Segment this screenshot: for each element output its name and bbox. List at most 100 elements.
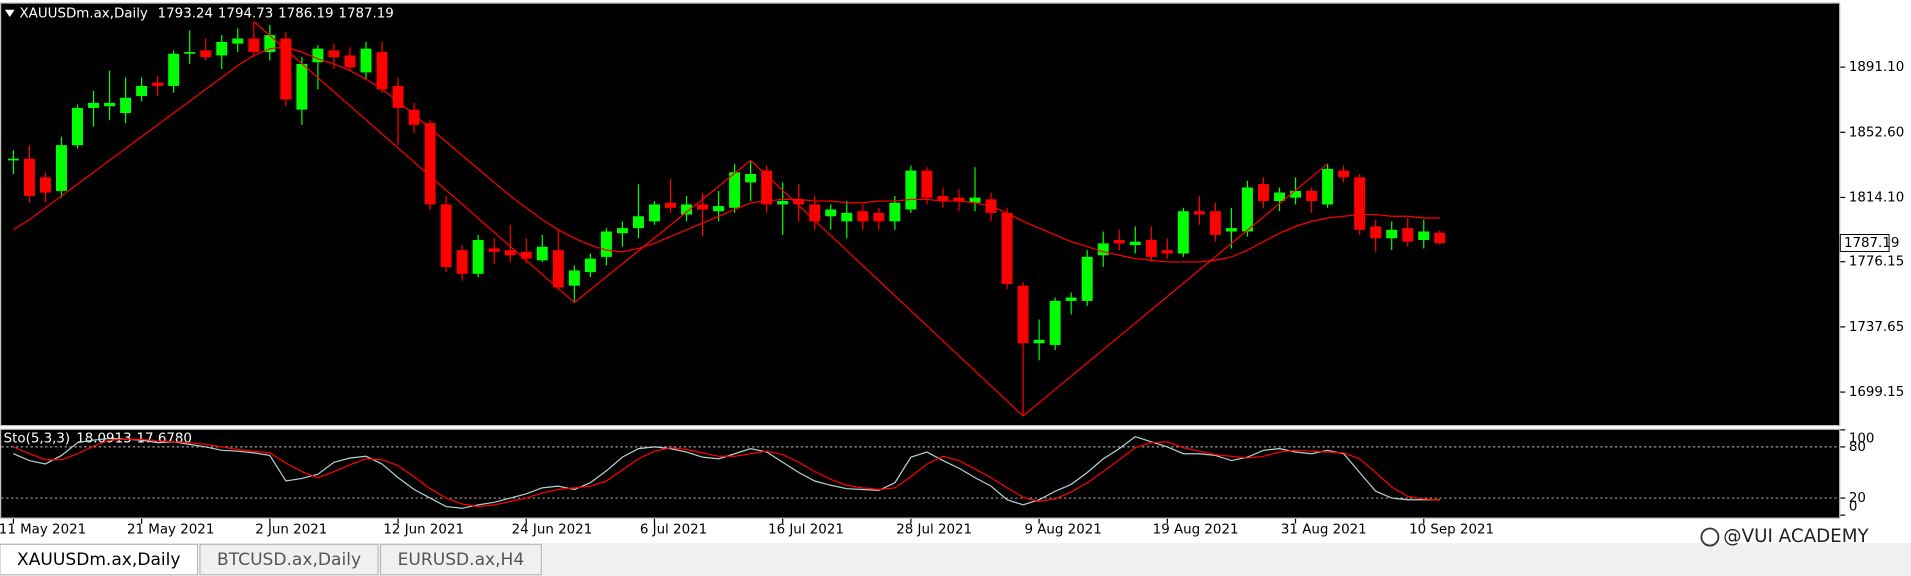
price-box-label: 1787.19: [1844, 236, 1899, 251]
x-tick-label: 24 Jun 2021: [512, 523, 593, 538]
tab[interactable]: [380, 543, 542, 576]
candle-body: [136, 85, 148, 97]
y-tick-label: 100: [1849, 431, 1875, 446]
ohlc-readout: 1793.24: [158, 6, 213, 21]
candle-body: [889, 202, 901, 222]
candle-body: [23, 158, 35, 196]
candle-body: [1402, 228, 1414, 242]
candle-body: [793, 199, 805, 205]
candle-body: [1161, 250, 1173, 254]
tab[interactable]: [199, 543, 379, 576]
candle-body: [536, 246, 548, 261]
candle-body: [1354, 177, 1366, 230]
candle-body: [1274, 192, 1285, 202]
candle-body: [1129, 241, 1141, 246]
candle-body: [568, 270, 580, 286]
moving-average: [13, 46, 1440, 263]
candle-body: [969, 197, 981, 203]
candle-body: [1113, 239, 1125, 244]
candle-body: [1177, 211, 1189, 254]
candle-body: [809, 204, 821, 222]
y-tick-label: 1737.65: [1849, 320, 1904, 335]
candle-body: [520, 251, 532, 259]
y-tick-label: 1852.60: [1849, 125, 1904, 140]
candle-body: [825, 209, 837, 217]
candle-body: [456, 250, 468, 274]
candle-body: [152, 82, 164, 86]
x-tick-label: 11 May 2021: [0, 523, 86, 538]
collapse-icon[interactable]: [4, 9, 15, 18]
candle-body: [729, 172, 741, 208]
candle-body: [232, 38, 244, 44]
x-tick-label: 10 Sep 2021: [1409, 523, 1494, 538]
candle-body: [360, 48, 372, 73]
candle-body: [632, 216, 644, 229]
tab[interactable]: [0, 543, 199, 576]
x-tick-label: 19 Aug 2021: [1153, 523, 1239, 538]
candle-body: [56, 145, 67, 191]
candle-body: [1322, 168, 1334, 205]
y-tick-label: 1699.15: [1849, 385, 1904, 400]
candle-body: [504, 250, 516, 256]
tab-label[interactable]: EURUSD.ax,H4: [398, 550, 525, 570]
candle-body: [216, 41, 228, 56]
x-tick-label: 16 Jul 2021: [768, 523, 844, 538]
x-tick-label: 21 May 2021: [127, 523, 214, 538]
candle-body: [88, 102, 100, 108]
x-tick-label: 28 Jul 2021: [896, 523, 972, 538]
candle-body: [104, 102, 116, 107]
candle-body: [1209, 211, 1221, 235]
x-tick-label: 12 Jun 2021: [383, 523, 464, 538]
candle-body: [280, 38, 292, 100]
candle-body: [376, 52, 388, 90]
candle-body: [1434, 232, 1446, 244]
indicator-panel: [0, 428, 1841, 519]
y-tick-label: 1776.15: [1849, 255, 1904, 270]
candle-body: [184, 52, 196, 54]
candle-body: [1193, 211, 1205, 215]
x-tick-label: 2 Jun 2021: [255, 523, 327, 538]
candle-body: [648, 204, 660, 222]
candle-body: [665, 202, 676, 208]
ohlc-readout: 1787.19: [338, 6, 393, 21]
indicator-readout: 17.6780: [137, 431, 192, 446]
candle-body: [440, 204, 452, 268]
y-tick-label: 0: [1849, 500, 1858, 515]
candle-body: [296, 63, 308, 110]
candle-body: [841, 212, 853, 222]
candle-body: [1033, 339, 1045, 344]
candle-body: [1370, 226, 1382, 239]
candle-body: [681, 204, 693, 215]
candle-body: [488, 248, 500, 252]
zigzag: [253, 21, 1328, 417]
candle-body: [408, 109, 420, 125]
candle-body: [1081, 256, 1093, 301]
candle-body: [472, 239, 484, 274]
candle-body: [713, 206, 725, 212]
candle-body: [905, 170, 917, 210]
candle-body: [584, 258, 596, 273]
candle-body: [921, 170, 933, 198]
candle-body: [1338, 170, 1350, 178]
candle-body: [873, 212, 885, 222]
candle-body: [200, 50, 212, 58]
candle-body: [39, 177, 51, 193]
y-tick-label: 1891.10: [1849, 60, 1904, 75]
watermark-icon: [1700, 527, 1720, 547]
x-tick-label: 31 Aug 2021: [1281, 523, 1367, 538]
ohlc-readout: 1794.73: [218, 6, 273, 21]
candle-body: [616, 228, 628, 234]
tab-label[interactable]: BTCUSD.ax,Daily: [217, 550, 361, 570]
stochastic-line: [13, 438, 1440, 508]
candle-body: [1145, 239, 1157, 257]
ohlc-readout: 1786.19: [278, 6, 333, 21]
candle-body: [1418, 231, 1430, 240]
tab-label[interactable]: XAUUSDm.ax,Daily: [17, 550, 180, 570]
candle-body: [1001, 212, 1013, 284]
price-box: [1839, 234, 1890, 253]
candle-body: [1049, 300, 1061, 345]
candle-body: [1065, 297, 1077, 301]
candle-body: [1017, 285, 1029, 344]
